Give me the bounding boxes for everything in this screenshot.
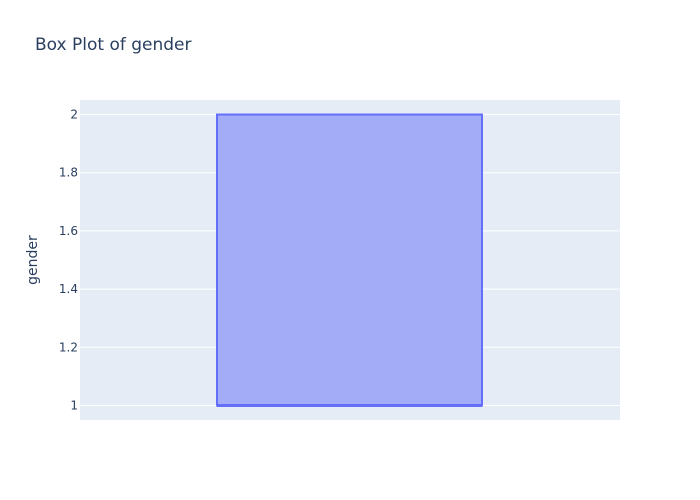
box — [216, 113, 483, 407]
y-tick-label: 1.6 — [59, 224, 78, 238]
y-tick-labels: 1 1.2 1.4 1.6 1.8 2 — [59, 108, 78, 413]
y-tick-label: 1.8 — [59, 166, 78, 180]
y-tick-label: 1.4 — [59, 282, 78, 296]
chart-title: Box Plot of gender — [35, 35, 192, 55]
y-tick-label: 1 — [70, 398, 78, 412]
y-axis-label: gender — [25, 235, 41, 285]
box-layer — [216, 113, 483, 407]
y-tick-label: 2 — [70, 108, 78, 122]
y-tick-label: 1.2 — [59, 340, 78, 354]
